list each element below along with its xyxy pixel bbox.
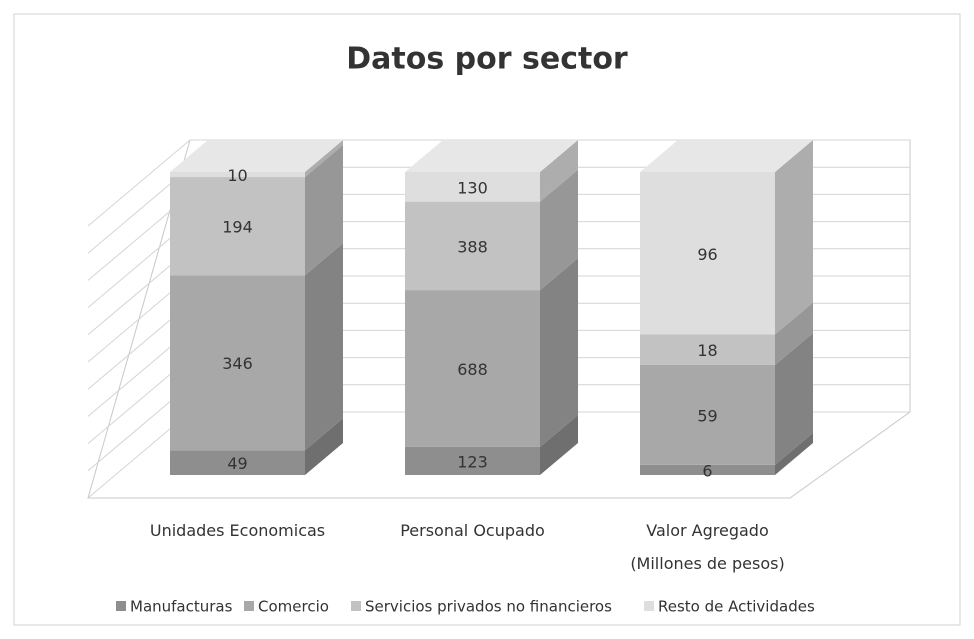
legend-swatch <box>644 601 654 611</box>
data-label: 10 <box>227 166 247 185</box>
legend-label: Servicios privados no financieros <box>365 598 612 616</box>
bar-side <box>305 418 343 475</box>
bar-top <box>170 140 343 172</box>
bar-side <box>540 169 578 291</box>
bar <box>170 275 305 451</box>
bar <box>405 201 540 291</box>
data-label: 96 <box>697 245 717 264</box>
bar <box>170 450 305 475</box>
bar-side <box>775 140 813 335</box>
bar <box>170 172 305 178</box>
data-label: 59 <box>697 406 717 425</box>
legend-swatch <box>351 601 361 611</box>
legend-label: Resto de Actividades <box>658 598 815 616</box>
bar-side <box>540 258 578 447</box>
bar-side <box>775 332 813 465</box>
bar <box>405 446 540 475</box>
bar <box>640 464 775 475</box>
data-label: 6 <box>702 461 712 480</box>
bar-side <box>775 432 813 475</box>
bar <box>170 177 305 276</box>
bar-top <box>640 140 813 172</box>
bar <box>405 290 540 447</box>
legend-label: Comercio <box>258 598 329 616</box>
bar-side <box>775 302 813 365</box>
chart-border <box>13 13 961 626</box>
data-label: 194 <box>222 218 253 237</box>
legend-swatch <box>116 601 126 611</box>
wall-line <box>87 139 191 227</box>
bar <box>405 172 540 202</box>
data-label: 123 <box>457 452 488 471</box>
bar <box>640 172 775 335</box>
data-label: 49 <box>227 454 247 473</box>
x-tick-label: Personal Ocupado <box>400 521 545 540</box>
bar <box>640 334 775 365</box>
legend-label: Manufacturas <box>130 598 233 616</box>
data-label: 130 <box>457 178 488 197</box>
data-label: 18 <box>697 341 717 360</box>
bar-side <box>305 243 343 451</box>
chart-title: Datos por sector <box>346 42 628 77</box>
bar <box>640 364 775 465</box>
bar-side <box>540 140 578 202</box>
bar-side <box>305 145 343 276</box>
data-label: 388 <box>457 237 488 256</box>
bar-top <box>405 140 578 172</box>
x-tick-label: Unidades Economicas <box>149 521 326 540</box>
data-label: 346 <box>222 354 253 373</box>
bar-side <box>305 140 343 178</box>
x-tick-label: Valor Agregado (Millones de pesos) <box>630 521 785 573</box>
data-label: 688 <box>457 360 488 379</box>
bar-side <box>540 414 578 475</box>
legend-swatch <box>244 601 254 611</box>
